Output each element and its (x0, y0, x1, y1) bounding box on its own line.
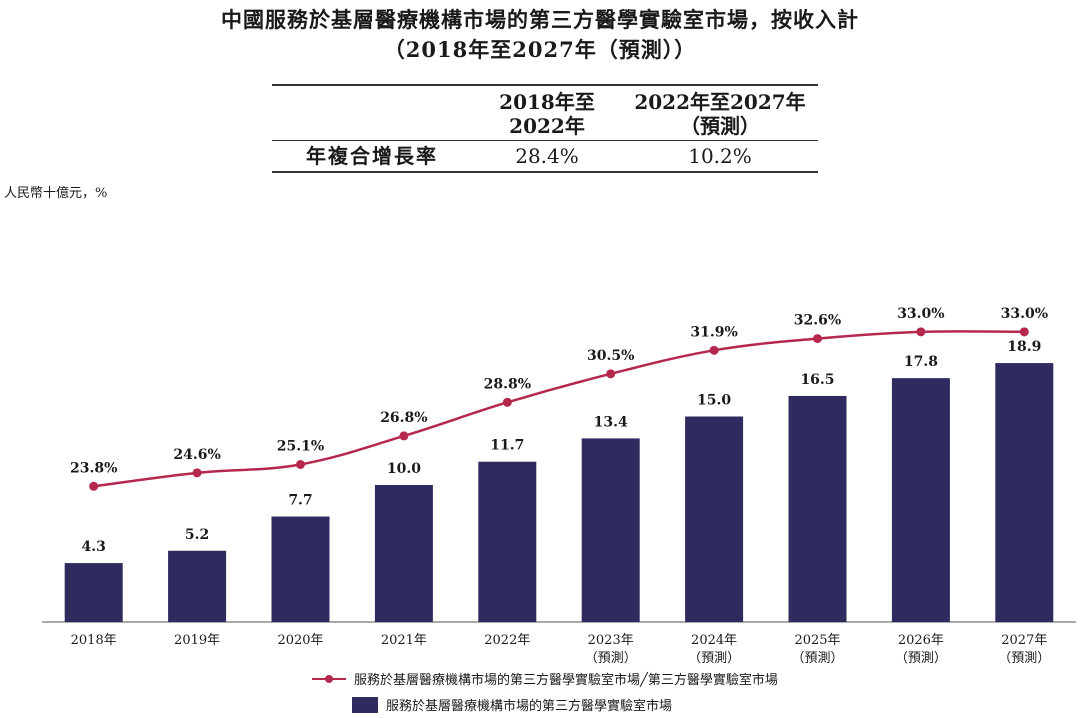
legend-bar-entry: 服務於基層醫療機構市場的第三方醫學實驗室市場 (352, 695, 672, 714)
cagr-value-period2: 10.2% (688, 144, 752, 168)
x-tick-label: 2018年 (71, 633, 117, 648)
x-tick-label: 2026年 (898, 633, 944, 648)
line-value-label: 26.8% (380, 410, 427, 426)
bar-2018年 (64, 563, 123, 622)
share-point-2024年 (709, 345, 719, 355)
x-tick-label: 2025年 (794, 633, 840, 648)
bar-value-label: 16.5 (800, 372, 834, 388)
cagr-table: 2018年至 2022年 2022年至2027年 （預測） 年複合增長率 28.… (272, 84, 818, 173)
bar-value-label: 7.7 (288, 493, 312, 509)
x-tick-label: 2019年 (174, 633, 220, 648)
line-value-label: 32.6% (794, 313, 841, 329)
legend-line-label: 服務於基層醫療機構市場的第三方醫學實驗室市場╱第三方醫學實驗室市場 (354, 673, 778, 688)
x-tick-label: 2023年 (588, 633, 634, 648)
line-value-label: 24.6% (173, 447, 220, 463)
line-value-label: 23.8% (70, 460, 117, 476)
cagr-header-period1: 2018年至 2022年 (472, 85, 622, 141)
line-value-label: 33.0% (1001, 306, 1048, 322)
line-value-label: 31.9% (690, 324, 737, 340)
unit-label: 人民幣十億元，% (4, 186, 108, 201)
share-point-2019年 (192, 468, 202, 478)
share-point-2020年 (296, 459, 305, 469)
bar-2020年 (271, 516, 330, 622)
legend-line-entry: 服務於基層醫療機構市場的第三方醫學實驗室市場╱第三方醫學實驗室市場 (312, 669, 778, 688)
bar-2027年 (995, 363, 1054, 622)
cagr-value-period1: 28.4% (515, 144, 579, 168)
bar-2024年 (685, 416, 744, 622)
bar-value-label: 10.0 (387, 461, 421, 477)
line-value-label: 28.8% (484, 376, 531, 392)
share-point-2027年 (1019, 327, 1029, 337)
x-tick-label: 2021年 (381, 633, 427, 648)
bar-2019年 (168, 550, 227, 622)
chart-title: 中國服務於基層醫療機構市場的第三方醫學實驗室市場，按收入計 (221, 7, 859, 32)
legend-line-marker (312, 673, 346, 685)
x-tick-label: 2024年 (691, 633, 737, 648)
x-tick-sublabel: （預測） (791, 651, 843, 666)
line-value-label: 33.0% (897, 306, 944, 322)
bar-value-label: 11.7 (490, 438, 524, 454)
bar-value-label: 18.9 (1007, 339, 1041, 355)
share-point-2023年 (606, 369, 616, 379)
share-point-2026年 (916, 327, 926, 337)
cagr-header-period1-line1: 2018年至 (499, 90, 595, 114)
cagr-header-period2-line1: 2022年至2027年 (634, 90, 806, 114)
bar-value-label: 17.8 (904, 354, 938, 370)
x-tick-sublabel: （預測） (688, 651, 740, 666)
share-point-2022年 (502, 397, 512, 407)
cagr-header-period2-line2: （預測） (680, 114, 760, 138)
bar-value-label: 5.2 (185, 527, 209, 543)
x-tick-label: 2020年 (277, 633, 323, 648)
line-value-label: 25.1% (277, 438, 324, 454)
bar-2023年 (581, 438, 640, 622)
share-line (93, 330, 1025, 488)
x-tick-sublabel: （預測） (585, 651, 637, 666)
legend-bar-swatch (352, 696, 378, 713)
bar-value-label: 13.4 (594, 414, 628, 430)
cagr-header-period1-line2: 2022年 (509, 114, 585, 138)
x-tick-label: 2027年 (1001, 633, 1047, 648)
x-tick-sublabel: （預測） (998, 651, 1050, 666)
bar-2025年 (788, 395, 847, 622)
chart-subtitle: （2018年至2027年（預測）） (383, 37, 697, 62)
cagr-header-period2: 2022年至2027年 （預測） (622, 85, 818, 141)
cagr-row-label: 年複合增長率 (306, 144, 438, 168)
cagr-value-row: 年複合增長率 28.4% 10.2% (272, 141, 818, 172)
share-point-2018年 (89, 481, 99, 491)
share-point-2025年 (813, 334, 822, 344)
bar-2022年 (478, 461, 537, 622)
cagr-header-row: 2018年至 2022年 2022年至2027年 （預測） (272, 85, 818, 141)
x-tick-sublabel: （預測） (895, 651, 947, 666)
x-tick-label: 2022年 (484, 633, 530, 648)
bar-2026年 (891, 378, 950, 622)
share-point-2021年 (399, 431, 409, 441)
legend-bar-label: 服務於基層醫療機構市場的第三方醫學實驗室市場 (386, 699, 673, 714)
bar-value-label: 15.0 (697, 393, 731, 409)
line-value-label: 30.5% (587, 348, 634, 364)
bar-value-label: 4.3 (82, 539, 106, 555)
bar-2021年 (374, 485, 433, 622)
